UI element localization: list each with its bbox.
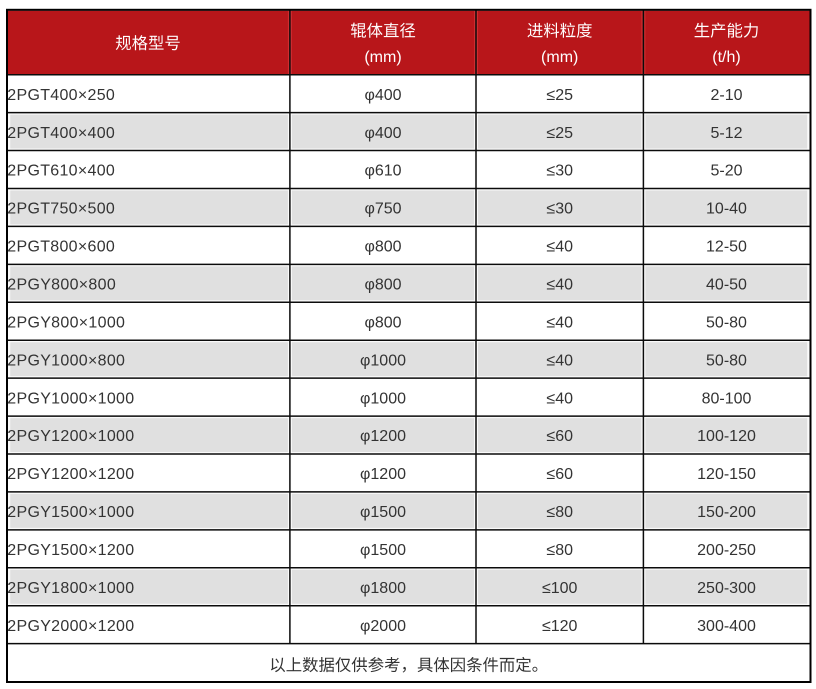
svg-text:2PGT400×250: 2PGT400×250: [7, 87, 115, 104]
svg-text:10-40: 10-40: [706, 201, 747, 218]
svg-text:≤40: ≤40: [546, 239, 573, 256]
svg-text:φ1200: φ1200: [360, 466, 406, 483]
svg-text:2PGY800×800: 2PGY800×800: [7, 277, 116, 294]
svg-text:≤40: ≤40: [546, 314, 573, 331]
svg-text:2PGT400×400: 2PGT400×400: [7, 125, 115, 142]
svg-text:≤30: ≤30: [546, 201, 573, 218]
svg-text:12-50: 12-50: [706, 239, 747, 256]
svg-text:250-300: 250-300: [697, 580, 756, 597]
svg-text:200-250: 200-250: [697, 542, 756, 559]
svg-text:(mm): (mm): [541, 49, 578, 66]
svg-text:300-400: 300-400: [697, 618, 756, 635]
svg-text:5-20: 5-20: [710, 163, 742, 180]
svg-text:100-120: 100-120: [697, 428, 756, 445]
svg-text:2PGY1200×1000: 2PGY1200×1000: [7, 428, 134, 445]
svg-text:φ1000: φ1000: [360, 390, 406, 407]
svg-text:5-12: 5-12: [710, 125, 742, 142]
svg-text:φ800: φ800: [364, 314, 401, 331]
svg-text:φ1500: φ1500: [360, 542, 406, 559]
svg-text:≤120: ≤120: [542, 618, 578, 635]
svg-text:40-50: 40-50: [706, 277, 747, 294]
svg-text:2PGY1000×1000: 2PGY1000×1000: [7, 390, 134, 407]
svg-text:φ750: φ750: [364, 201, 401, 218]
svg-text:(mm): (mm): [364, 49, 401, 66]
svg-text:≤40: ≤40: [546, 352, 573, 369]
svg-text:2PGY1000×800: 2PGY1000×800: [7, 352, 125, 369]
svg-text:2PGY1500×1200: 2PGY1500×1200: [7, 542, 134, 559]
svg-text:≤30: ≤30: [546, 163, 573, 180]
svg-text:80-100: 80-100: [702, 390, 752, 407]
svg-text:2PGY1500×1000: 2PGY1500×1000: [7, 504, 134, 521]
svg-text:≤40: ≤40: [546, 390, 573, 407]
svg-text:2PGT800×600: 2PGT800×600: [7, 239, 115, 256]
svg-text:φ1200: φ1200: [360, 428, 406, 445]
svg-text:2PGT750×500: 2PGT750×500: [7, 201, 115, 218]
svg-text:φ2000: φ2000: [360, 618, 406, 635]
svg-text:50-80: 50-80: [706, 314, 747, 331]
svg-text:2PGT610×400: 2PGT610×400: [7, 163, 115, 180]
svg-text:≤60: ≤60: [546, 466, 573, 483]
svg-text:150-200: 150-200: [697, 504, 756, 521]
svg-text:(t/h): (t/h): [712, 49, 740, 66]
svg-text:≤100: ≤100: [542, 580, 578, 597]
svg-text:50-80: 50-80: [706, 352, 747, 369]
svg-text:2-10: 2-10: [710, 87, 742, 104]
svg-text:φ400: φ400: [364, 125, 401, 142]
svg-text:φ400: φ400: [364, 87, 401, 104]
svg-text:φ610: φ610: [364, 163, 401, 180]
svg-text:≤25: ≤25: [546, 87, 573, 104]
svg-text:≤40: ≤40: [546, 277, 573, 294]
svg-text:2PGY800×1000: 2PGY800×1000: [7, 314, 125, 331]
svg-text:2PGY1200×1200: 2PGY1200×1200: [7, 466, 134, 483]
svg-text:φ1800: φ1800: [360, 580, 406, 597]
svg-text:2PGY1800×1000: 2PGY1800×1000: [7, 580, 134, 597]
svg-text:120-150: 120-150: [697, 466, 756, 483]
svg-text:φ800: φ800: [364, 239, 401, 256]
svg-text:φ1000: φ1000: [360, 352, 406, 369]
svg-text:2PGY2000×1200: 2PGY2000×1200: [7, 618, 134, 635]
svg-text:≤80: ≤80: [546, 542, 573, 559]
svg-text:φ800: φ800: [364, 277, 401, 294]
svg-text:≤80: ≤80: [546, 504, 573, 521]
svg-text:≤25: ≤25: [546, 125, 573, 142]
svg-text:≤60: ≤60: [546, 428, 573, 445]
svg-text:φ1500: φ1500: [360, 504, 406, 521]
